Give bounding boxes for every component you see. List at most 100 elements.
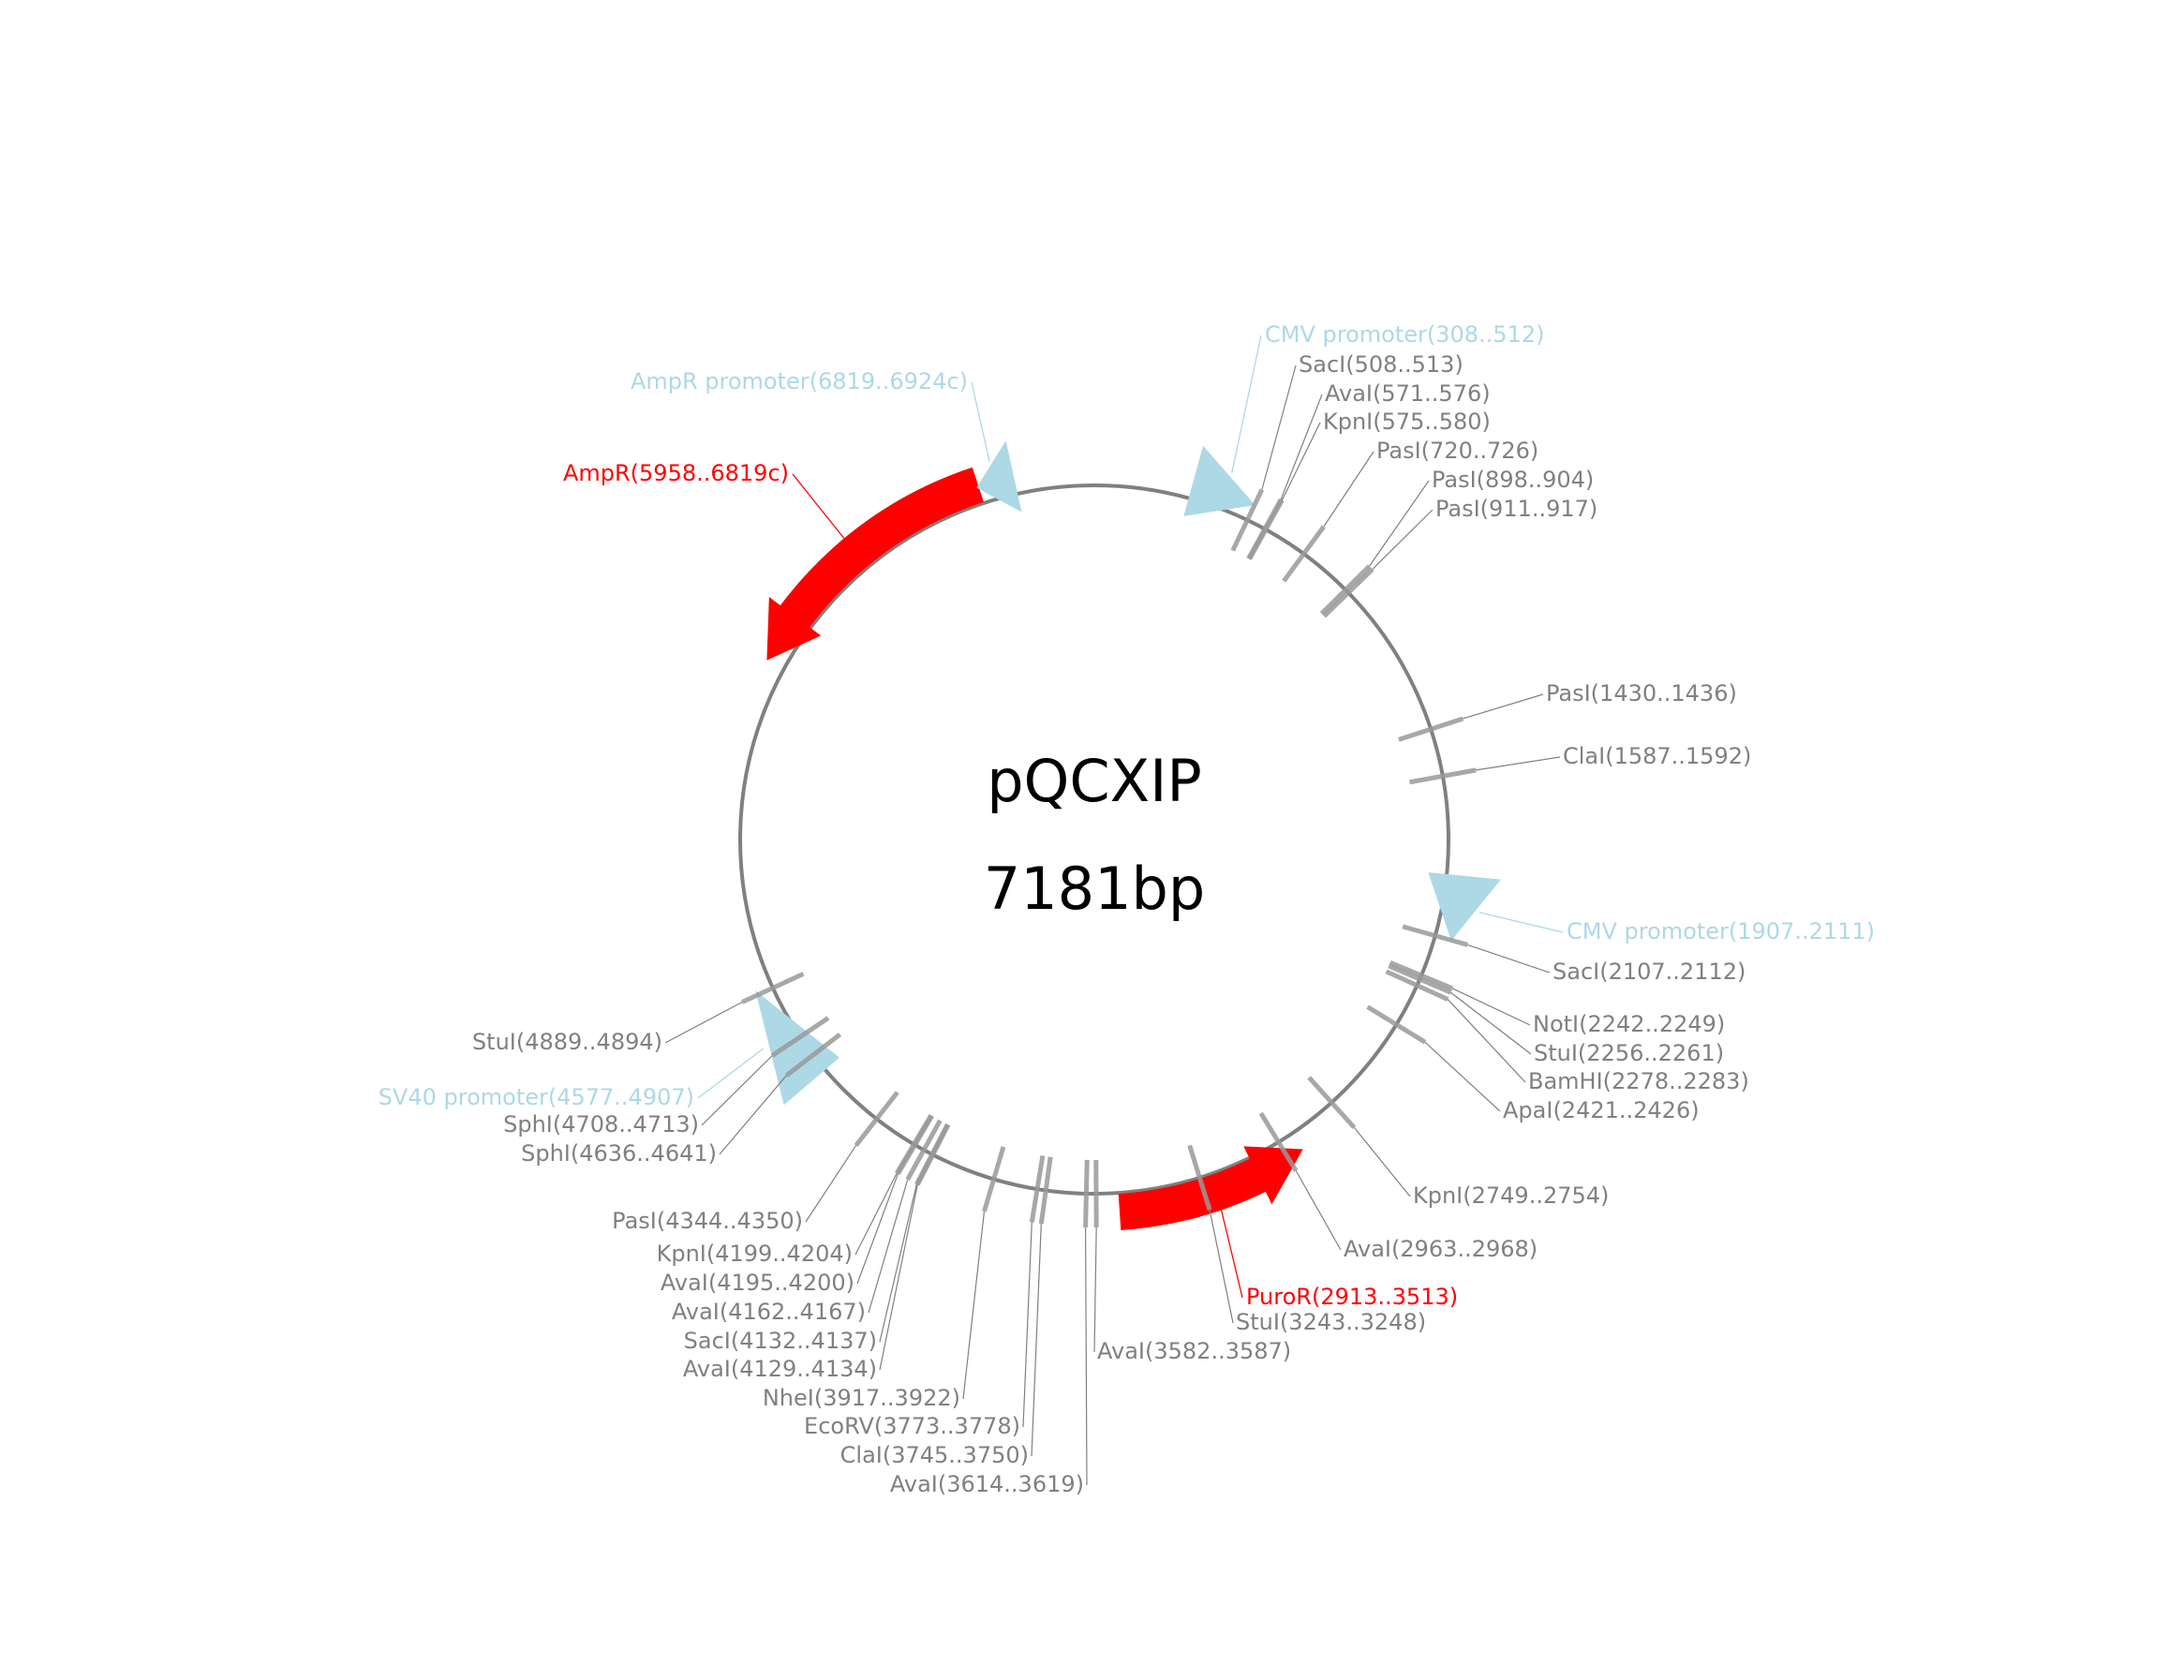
site-pasi-leader [1372,509,1434,570]
feature-sv40-promoter-leader [697,1048,764,1099]
site-saci-label: SacI(4132..4137) [684,1328,877,1354]
site-sphi-label: SphI(4708..4713) [503,1111,699,1137]
site-avai-label: AvaI(3614..3619) [890,1471,1084,1497]
site-avai-leader [879,1184,918,1371]
feature-cmv-promoter-label: CMV promoter(1907..2111) [1567,918,1875,944]
plasmid-name: pQCXIP [987,747,1202,815]
site-avai-label: AvaI(4129..4134) [683,1356,877,1382]
site-avai-label: AvaI(3582..3587) [1097,1338,1291,1364]
site-stui-tick [1187,1144,1212,1212]
site-avai-label: AvaI(571..576) [1325,380,1491,407]
site-avai-leader [1093,1227,1097,1353]
site-avai-leader [1280,394,1323,500]
site-clai-tick [1038,1156,1053,1225]
site-pasi-leader [1323,451,1374,528]
site-pasi-tick [1282,525,1326,583]
site-pasi-leader [1369,480,1430,567]
site-clai-leader [1476,756,1561,771]
site-noti-leader [1452,988,1531,1026]
site-avai-leader [1084,1227,1088,1486]
feature-ampr-leader [792,473,845,539]
site-pasi-label: PasI(911..917) [1435,496,1597,522]
site-ecorv-label: EcoRV(3773..3778) [804,1413,1020,1439]
site-stui-leader [1209,1210,1234,1324]
site-bamhi-tick [1385,969,1449,1002]
site-avai-leader [868,1179,909,1314]
site-pasi-label: PasI(898..904) [1432,467,1594,493]
site-kpni-leader [1353,1126,1411,1197]
site-stui-tick [741,972,805,1004]
site-stui-tick [1388,963,1452,995]
site-saci-leader [1261,364,1297,490]
feature-ampr-arrow [766,467,984,661]
site-sphi-tick [770,1016,830,1058]
feature-layer [755,440,1501,1231]
site-saci-tick [1230,488,1265,552]
site-ecorv-leader [1022,1222,1033,1428]
site-stui-leader [664,1001,743,1044]
feature-cmv-promoter-label: CMV promoter(308..512) [1265,321,1544,348]
site-pasi-label: PasI(720..726) [1376,438,1538,464]
site-kpni-leader [1281,422,1321,501]
site-pasi-tick [1319,564,1372,616]
feature-puror-arrow [1118,1146,1303,1231]
site-clai-tick [1409,767,1477,785]
feature-cmv-promoter-arrow [1428,871,1501,942]
site-avai-leader [1295,1170,1342,1251]
site-kpni-tick [1247,498,1285,560]
site-pasi-tick [1322,567,1374,618]
site-pasi-label: PasI(4344..4350) [612,1208,803,1234]
site-avai-label: AvaI(4162..4167) [672,1299,866,1325]
site-pasi-leader [1463,693,1544,720]
site-kpni-label: KpnI(575..580) [1323,409,1491,435]
feature-ampr-promoter-leader [971,381,990,463]
site-bamhi-label: BamHI(2278..2283) [1528,1068,1749,1094]
site-saci-leader [1467,944,1551,974]
site-apai-label: ApaI(2421..2426) [1503,1097,1700,1123]
feature-cmv-promoter-leader [1478,912,1564,933]
site-ecorv-tick [1029,1155,1046,1223]
site-stui-label: StuI(2256..2261) [1534,1040,1724,1066]
site-sphi-tick [784,1033,842,1078]
label-layer: CMV promoter(308..512) CMV promoter(1907.… [379,321,1875,1497]
site-avai-label: AvaI(2963..2968) [1344,1236,1538,1262]
site-stui-leader [1450,991,1532,1055]
site-avai-tick [1258,1111,1299,1172]
site-kpni-tick [894,1114,933,1175]
site-stui-label: StuI(3243..3248) [1236,1309,1426,1335]
site-noti-label: NotI(2242..2249) [1533,1011,1725,1037]
feature-sv40-promoter-label: SV40 promoter(4577..4907) [379,1084,694,1110]
site-saci-tick [1402,924,1469,947]
site-saci-label: SacI(508..513) [1299,351,1463,378]
site-nhei-tick [982,1146,1006,1212]
feature-sv40-promoter-arrow [755,990,839,1106]
feature-cmv-promoter-arrow [1183,445,1255,516]
site-nhei-label: NheI(3917..3922) [763,1385,960,1411]
site-pasi-label: PasI(1430..1436) [1546,680,1737,706]
site-avai-tick [905,1119,943,1182]
feature-cmv-promoter-leader [1231,335,1262,473]
site-stui-label: StuI(4889..4894) [472,1029,662,1055]
site-kpni-label: KpnI(4199..4204) [657,1241,853,1267]
site-apai-tick [1366,1004,1427,1045]
site-avai-tick [1083,1159,1090,1227]
site-avai-leader [856,1173,899,1285]
site-pasi-tick [1398,716,1464,742]
site-kpni-label: KpnI(2749..2754) [1413,1182,1609,1209]
site-noti-tick [1389,959,1454,991]
site-saci-tick [914,1122,950,1186]
site-kpni-leader [854,1172,898,1256]
feature-ampr-promoter-arrow [976,440,1022,513]
feature-ampr-promoter-label: AmpR promoter(6819..6924c) [631,368,968,394]
site-nhei-leader [962,1211,986,1400]
feature-ampr-label: AmpR(5958..6819c) [563,460,789,486]
site-sphi-leader [701,1055,773,1126]
site-pasi-leader [805,1145,857,1223]
plasmid-length: 7181bp [984,855,1206,923]
site-apai-leader [1424,1041,1501,1112]
site-sphi-leader [719,1075,787,1155]
site-pasi-tick [854,1091,899,1148]
site-saci-label: SacI(2107..2112) [1553,959,1746,985]
site-clai-label: ClaI(1587..1592) [1563,743,1751,769]
